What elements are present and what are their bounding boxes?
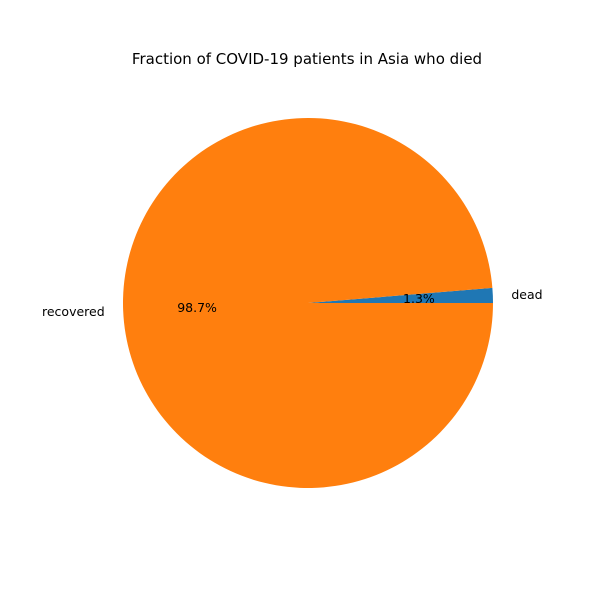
pie-percent-recovered: 98.7% bbox=[177, 300, 217, 315]
pie-slice-dead bbox=[308, 287, 493, 303]
pie-wedges bbox=[123, 117, 494, 488]
chart-title: Fraction of COVID-19 patients in Asia wh… bbox=[132, 50, 482, 68]
pie-percent-dead: 1.3% bbox=[403, 291, 435, 306]
pie-slice-recovered bbox=[123, 117, 494, 488]
pie-labels: dead 1.3% recovered 98.7% bbox=[42, 287, 543, 319]
pie-label-recovered: recovered bbox=[42, 304, 105, 319]
pie-label-dead: dead bbox=[511, 287, 542, 302]
